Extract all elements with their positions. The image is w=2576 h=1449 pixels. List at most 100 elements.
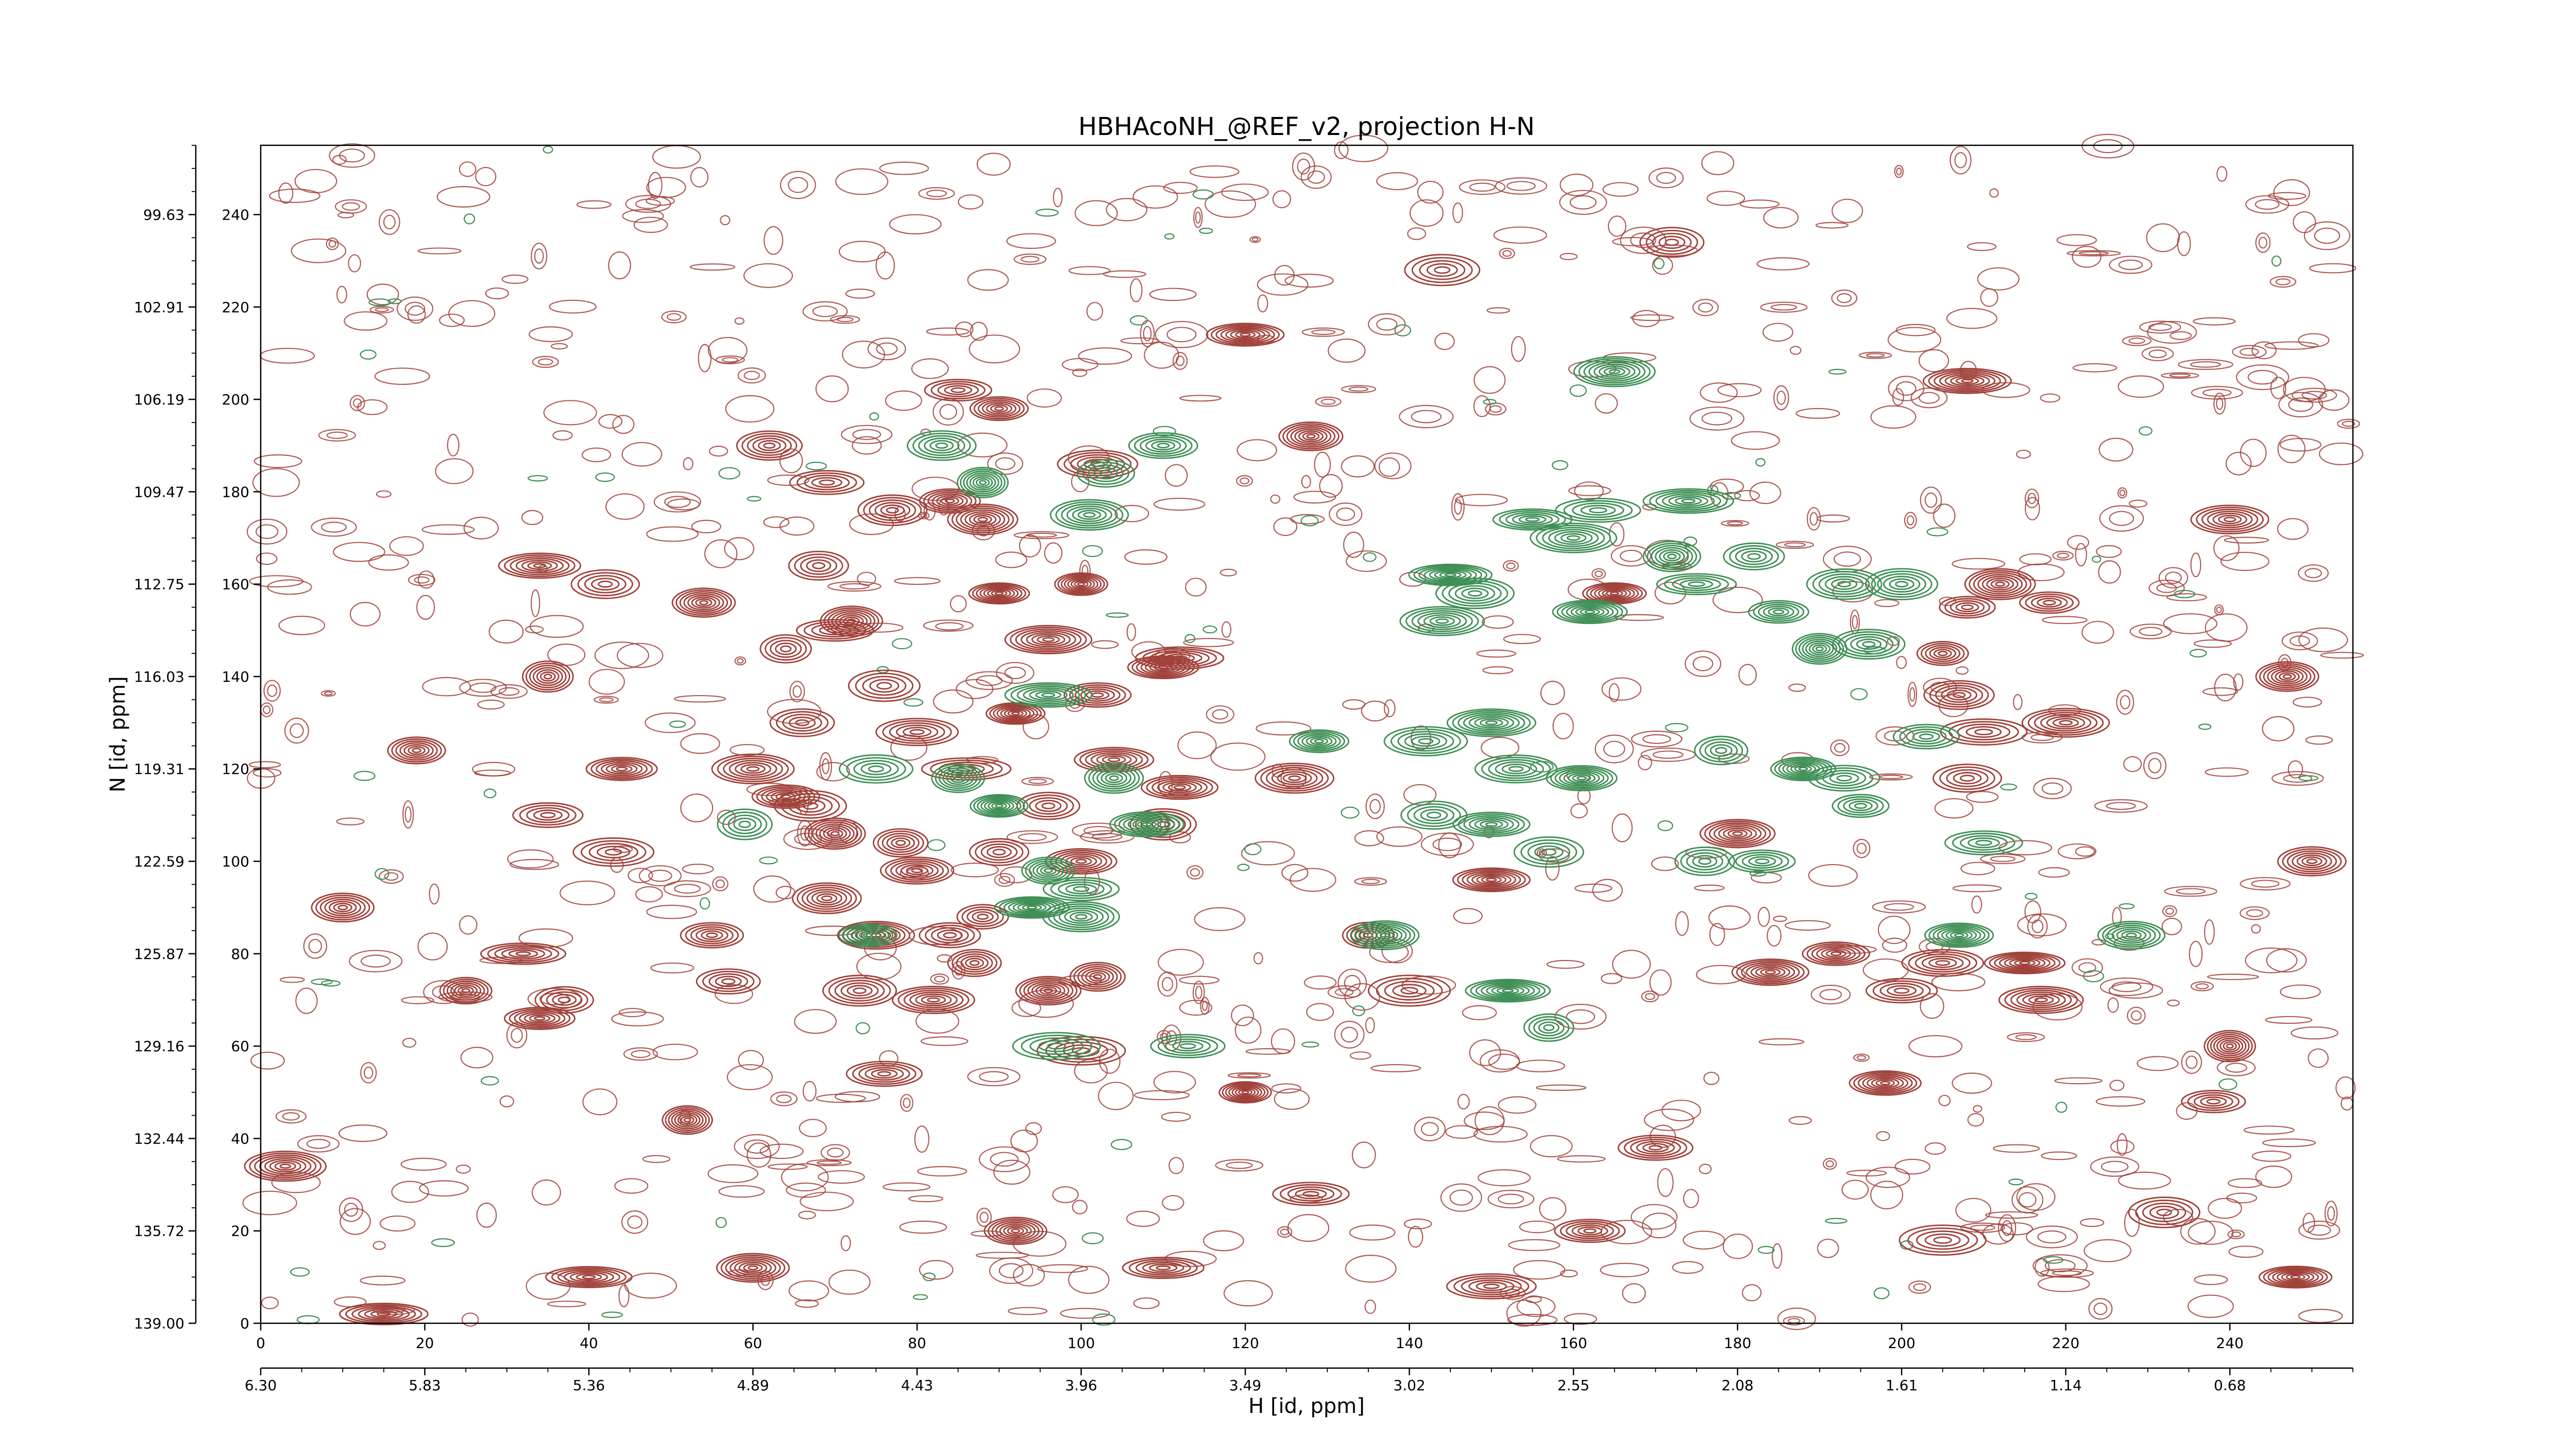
peak-positive bbox=[845, 1060, 923, 1087]
noise-contour bbox=[1157, 1030, 1172, 1044]
noise-contour bbox=[436, 186, 490, 208]
peak-positive bbox=[1825, 950, 1846, 958]
noise-contour bbox=[622, 209, 664, 223]
peak-positive bbox=[244, 1151, 327, 1182]
noise-contour bbox=[2106, 802, 2136, 810]
peak-positive bbox=[1816, 946, 1856, 962]
noise-contour bbox=[1023, 714, 1049, 739]
peak-negative bbox=[1837, 796, 1884, 816]
noise-contour bbox=[1376, 172, 1418, 191]
noise-contour bbox=[1273, 517, 1298, 536]
peak-negative bbox=[1558, 769, 1605, 787]
noise-contour bbox=[1908, 1035, 1963, 1057]
noise-contour-negative bbox=[2008, 1178, 2024, 1186]
peak-negative bbox=[1004, 682, 1093, 708]
peak-positive bbox=[1560, 1220, 1620, 1241]
noise-contour bbox=[1411, 410, 1442, 424]
peak-positive bbox=[1486, 878, 1497, 882]
peak-negative bbox=[1049, 499, 1129, 531]
y-ppm-tick-label: 102.91 bbox=[134, 299, 184, 316]
peak-positive bbox=[960, 955, 989, 971]
peak-positive bbox=[993, 704, 1039, 722]
noise-contour bbox=[391, 1181, 429, 1203]
noise-contour bbox=[2233, 673, 2244, 691]
noise-contour bbox=[839, 583, 870, 589]
peak-negative bbox=[1566, 604, 1614, 620]
noise-contour bbox=[1895, 381, 1917, 396]
noise-contour bbox=[667, 313, 682, 321]
noise-contour bbox=[618, 1284, 630, 1308]
peak-negative bbox=[1141, 822, 1153, 827]
peak-positive bbox=[1920, 643, 1965, 664]
peak-negative bbox=[2121, 930, 2142, 940]
peak-negative bbox=[1306, 735, 1333, 747]
peak-positive bbox=[734, 1260, 772, 1276]
noise-contour-negative bbox=[1755, 458, 1766, 467]
peak-negative bbox=[1735, 851, 1789, 871]
noise-contour bbox=[628, 867, 653, 883]
noise-contour bbox=[2288, 397, 2314, 412]
peak-negative bbox=[1418, 566, 1482, 584]
peak-positive bbox=[951, 387, 966, 393]
peak-negative bbox=[1151, 441, 1176, 451]
peak-negative bbox=[1723, 542, 1785, 570]
peak-positive bbox=[852, 1063, 917, 1085]
peak-negative bbox=[984, 799, 1014, 813]
peak-positive bbox=[789, 470, 865, 495]
noise-contour bbox=[2292, 387, 2337, 403]
peak-positive bbox=[738, 1261, 768, 1274]
peak-positive bbox=[494, 946, 552, 962]
peak-positive bbox=[1240, 332, 1251, 337]
noise-contour bbox=[1338, 134, 1388, 162]
noise-contour bbox=[1284, 274, 1334, 288]
noise-contour bbox=[1622, 1283, 1646, 1304]
noise-contour bbox=[339, 148, 365, 163]
noise-contour bbox=[2170, 331, 2192, 340]
peak-positive bbox=[2210, 1034, 2250, 1059]
peak-positive bbox=[862, 676, 907, 696]
noise-contour bbox=[1722, 1234, 1753, 1259]
noise-contour-negative bbox=[2119, 903, 2135, 909]
peak-positive bbox=[1831, 951, 1842, 956]
noise-contour bbox=[738, 1050, 764, 1070]
noise-contour bbox=[2216, 606, 2222, 613]
noise-contour bbox=[2123, 756, 2142, 772]
noise-contour bbox=[1750, 872, 1782, 884]
peak-positive bbox=[1946, 769, 1989, 787]
peak-positive bbox=[882, 833, 920, 853]
noise-contour bbox=[1495, 177, 1548, 195]
peak-negative bbox=[1463, 713, 1520, 732]
peak-positive bbox=[702, 971, 755, 992]
peak-negative bbox=[1906, 729, 1947, 745]
peak-negative bbox=[1812, 644, 1827, 653]
noise-contour bbox=[1454, 499, 1462, 515]
peak-positive bbox=[1946, 689, 1972, 701]
peak-negative bbox=[1467, 590, 1482, 597]
noise-contour bbox=[1992, 1144, 2040, 1153]
peak-negative bbox=[1058, 907, 1104, 926]
peak-negative bbox=[1837, 581, 1852, 587]
noise-contour-negative bbox=[759, 856, 778, 865]
peak-positive bbox=[1953, 772, 1982, 785]
noise-contour bbox=[459, 161, 477, 177]
noise-contour-negative bbox=[912, 1294, 928, 1300]
peak-positive bbox=[909, 991, 958, 1008]
peak-positive bbox=[2181, 1090, 2246, 1114]
noise-contour bbox=[1368, 313, 1406, 335]
peak-negative bbox=[1865, 568, 1939, 600]
peak-negative bbox=[1458, 813, 1525, 836]
noise-contour bbox=[1307, 170, 1325, 184]
noise-contour-negative bbox=[1300, 515, 1319, 527]
noise-contour-negative bbox=[1202, 625, 1217, 634]
peak-positive bbox=[519, 804, 577, 826]
peak-positive bbox=[2226, 1043, 2234, 1049]
noise-contour bbox=[521, 510, 544, 526]
peak-positive bbox=[1298, 430, 1324, 443]
peak-positive bbox=[2267, 1268, 2324, 1286]
noise-contour bbox=[1215, 1159, 1264, 1172]
peak-negative bbox=[1680, 849, 1730, 873]
noise-contour bbox=[2291, 1026, 2338, 1040]
peak-negative bbox=[935, 442, 948, 449]
noise-contour-negative bbox=[1301, 1041, 1319, 1048]
y-index-tick-label: 20 bbox=[231, 1223, 249, 1240]
